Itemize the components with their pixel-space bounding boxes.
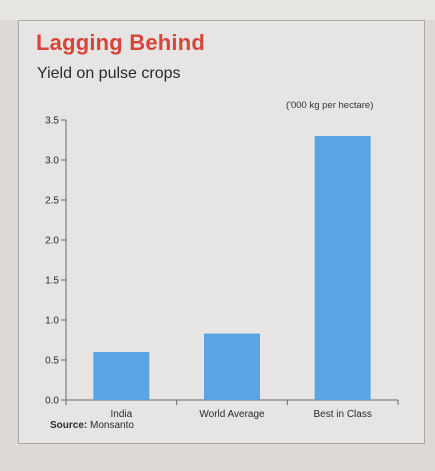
page-background-strip (0, 0, 435, 20)
y-tick-label: 3.0 (45, 156, 59, 167)
source-value: Monsanto (90, 420, 134, 431)
x-category-label: Best in Class (313, 409, 371, 420)
y-tick-label: 2.5 (45, 196, 59, 207)
chart-bars (93, 136, 371, 400)
y-tick-label: 1.0 (45, 316, 59, 327)
source-label: Source: (50, 420, 88, 431)
bar-world-average (204, 333, 260, 400)
y-tick-label: 2.0 (45, 236, 59, 247)
y-tick-label: 0.5 (45, 356, 59, 367)
bar-india (93, 352, 150, 400)
y-tick-label: 1.5 (45, 276, 59, 287)
y-tick-label: 0.0 (45, 396, 59, 407)
source-note: Source: Monsanto (50, 420, 134, 431)
chart-labels: 0.0 0.5 1.0 1.5 2.0 2.5 3.0 3.5 India World Avera… (45, 116, 372, 421)
chart-title: Lagging Behind (36, 30, 206, 55)
x-category-label: World Average (199, 409, 265, 420)
chart-subtitle: Yield on pulse crops (37, 65, 181, 82)
unit-label: ('000 kg per hectare) (286, 100, 374, 111)
x-category-label: India (110, 409, 132, 420)
bar-best-in-class (314, 136, 371, 400)
y-tick-label: 3.5 (45, 116, 59, 127)
